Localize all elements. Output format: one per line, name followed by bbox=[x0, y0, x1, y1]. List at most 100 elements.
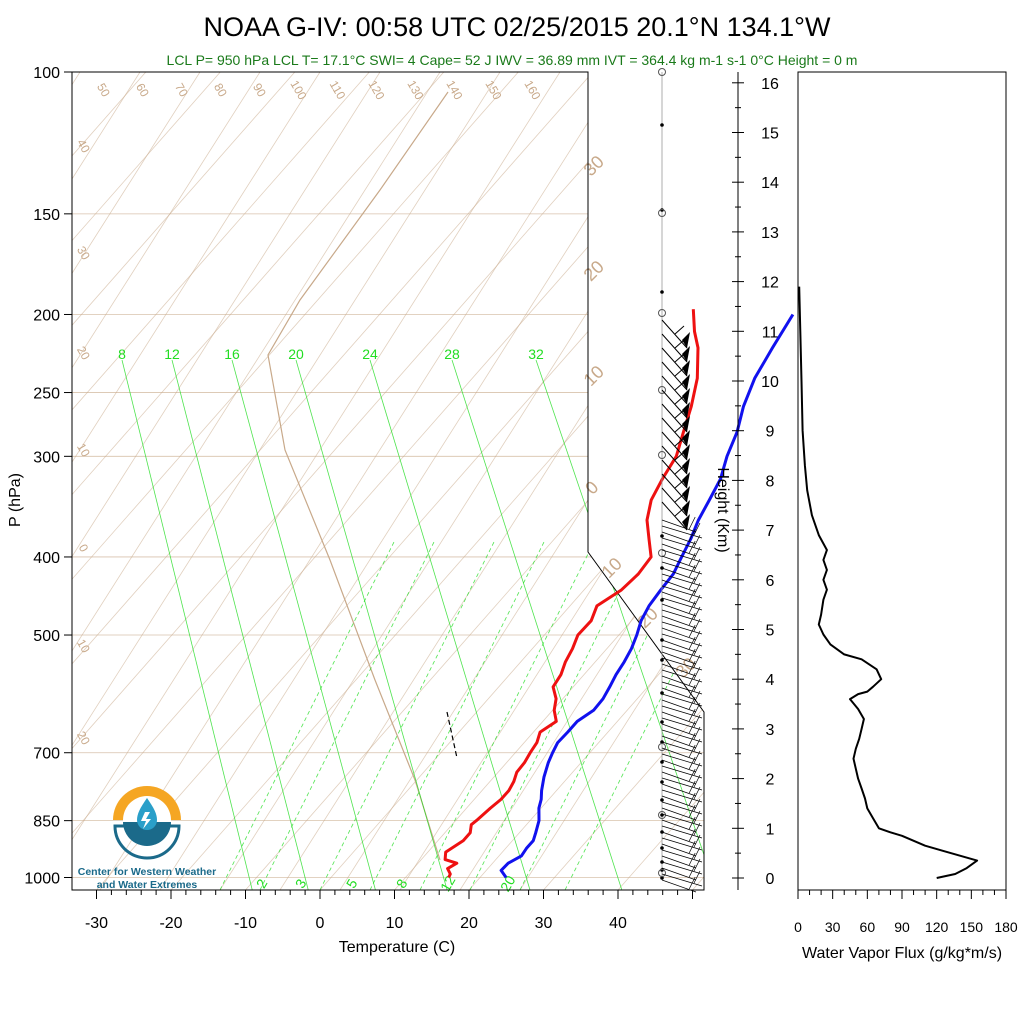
wind-barb-shaft bbox=[661, 765, 703, 779]
height-tick-label: 1 bbox=[766, 821, 775, 838]
wind-barb-feather bbox=[688, 852, 696, 866]
wind-level-circle bbox=[658, 209, 666, 217]
mixing-ratio-dashed-line bbox=[419, 539, 596, 890]
wind-barb-feather bbox=[693, 834, 701, 848]
dry-adiabat-line bbox=[72, 72, 321, 890]
wind-barb-feather bbox=[688, 732, 696, 746]
wind-barb-shaft bbox=[661, 687, 697, 701]
wind-barb-feather bbox=[693, 522, 701, 536]
wind-barb-feather bbox=[693, 738, 701, 752]
wind-calm-dot bbox=[660, 658, 664, 662]
skew-t-background-lines bbox=[72, 72, 704, 890]
wind-barb-shaft bbox=[661, 525, 703, 539]
wind-barb-feather bbox=[693, 714, 701, 728]
dry-adiabat-label: 160 bbox=[521, 78, 543, 103]
wind-barb-pennant bbox=[682, 458, 690, 474]
wind-barb-shaft bbox=[661, 843, 697, 857]
wind-barb-shaft bbox=[661, 417, 688, 447]
mixing-ratio-label-lower: 5 bbox=[343, 876, 361, 891]
isotherm-line bbox=[96, 72, 704, 890]
wind-calm-dot bbox=[660, 876, 664, 880]
wind-barb-pennant bbox=[682, 332, 690, 348]
wind-barb-feather bbox=[693, 582, 701, 596]
isotherm-line bbox=[170, 72, 704, 890]
wind-barb-shaft bbox=[661, 445, 688, 475]
dry-adiabat-label: 50 bbox=[94, 81, 113, 100]
wind-barb-feather bbox=[674, 479, 685, 489]
height-tick-label: 8 bbox=[766, 473, 775, 490]
height-tick-label: 13 bbox=[761, 225, 779, 242]
wind-barb-shaft bbox=[661, 627, 697, 641]
wind-barb-shaft bbox=[661, 573, 703, 587]
wind-barb-feather bbox=[693, 654, 701, 668]
isotherm-line bbox=[72, 72, 668, 890]
dry-adiabat-label: 80 bbox=[211, 81, 230, 100]
skew-plot-border bbox=[71, 71, 705, 891]
wind-barb-shaft bbox=[661, 681, 703, 695]
wind-barb-feather bbox=[674, 493, 685, 503]
pressure-tick-label: 700 bbox=[33, 746, 60, 763]
mixing-ratio-label: 8 bbox=[118, 346, 126, 362]
wind-barb-feather bbox=[688, 516, 696, 530]
height-tick-label: 0 bbox=[766, 871, 775, 888]
dry-adiabat-line bbox=[72, 72, 261, 890]
temperature-tick-label: 0 bbox=[316, 915, 325, 932]
wind-barb-feather bbox=[688, 756, 696, 770]
wind-barb-shaft bbox=[661, 735, 697, 749]
wind-barb-shaft bbox=[661, 795, 697, 809]
wind-barb-feather bbox=[688, 672, 696, 686]
wind-barb-shaft bbox=[661, 717, 703, 731]
wind-calm-dot bbox=[660, 123, 664, 127]
wind-barb-feather bbox=[693, 534, 701, 548]
wind-barb-feather bbox=[693, 822, 701, 836]
wind-barb-shaft bbox=[661, 831, 697, 845]
wind-barb-feather bbox=[693, 642, 701, 656]
wind-barb-shaft bbox=[661, 555, 697, 569]
wind-barb-feather bbox=[688, 840, 696, 854]
wind-barb-feather bbox=[688, 744, 696, 758]
mixing-ratio-label: 16 bbox=[224, 346, 240, 362]
left-temperature-label: 20 bbox=[74, 729, 93, 748]
dry-adiabat-line bbox=[72, 72, 381, 890]
wind-barb-column bbox=[658, 68, 703, 893]
wind-barb-shaft bbox=[661, 753, 703, 767]
mixing-ratio-line bbox=[231, 359, 376, 890]
left-temperature-label: 40 bbox=[74, 137, 93, 156]
wind-level-circle bbox=[658, 386, 666, 394]
right-temperature-label: 10 bbox=[580, 362, 608, 390]
height-tick-label: 10 bbox=[761, 374, 779, 391]
y-axis-label: P (hPa) bbox=[7, 473, 24, 527]
wind-barb-shaft bbox=[661, 663, 697, 677]
dry-adiabat-line bbox=[72, 72, 501, 890]
height-tick-label: 14 bbox=[761, 175, 779, 192]
wind-calm-dot bbox=[660, 846, 664, 850]
wind-barb-feather bbox=[674, 367, 685, 377]
wind-barb-feather bbox=[693, 870, 701, 884]
wind-barb-shaft bbox=[661, 867, 697, 881]
mixing-ratio-label: 20 bbox=[288, 346, 304, 362]
wind-barb-feather bbox=[693, 546, 701, 560]
height-tick-label: 2 bbox=[766, 772, 775, 789]
right-temperature-label: 20 bbox=[580, 257, 608, 285]
logo-text-line2: and Water Extremes bbox=[97, 879, 198, 891]
wind-barb-shaft bbox=[661, 597, 703, 611]
wind-barb-feather bbox=[674, 353, 685, 363]
isotherm-line bbox=[72, 72, 370, 890]
wind-barb-shaft bbox=[661, 333, 688, 363]
wind-barb-shaft bbox=[661, 591, 697, 605]
wind-calm-dot bbox=[660, 290, 664, 294]
pressure-tick-label: 1000 bbox=[24, 871, 60, 888]
dry-adiabat-line bbox=[72, 72, 441, 890]
wind-calm-dot bbox=[660, 813, 664, 817]
wind-barb-shaft bbox=[661, 801, 703, 815]
temperature-tick-label: 20 bbox=[460, 915, 478, 932]
isotherm-line bbox=[245, 72, 704, 890]
wind-barb-feather bbox=[693, 762, 701, 776]
mixing-ratio-label-lower: 20 bbox=[497, 873, 519, 895]
wind-barb-feather bbox=[693, 558, 701, 572]
left-temperature-label: 20 bbox=[74, 344, 93, 363]
isotherm-line bbox=[72, 72, 445, 890]
dry-adiabat-line bbox=[99, 72, 621, 890]
wind-barb-shaft bbox=[661, 347, 688, 377]
